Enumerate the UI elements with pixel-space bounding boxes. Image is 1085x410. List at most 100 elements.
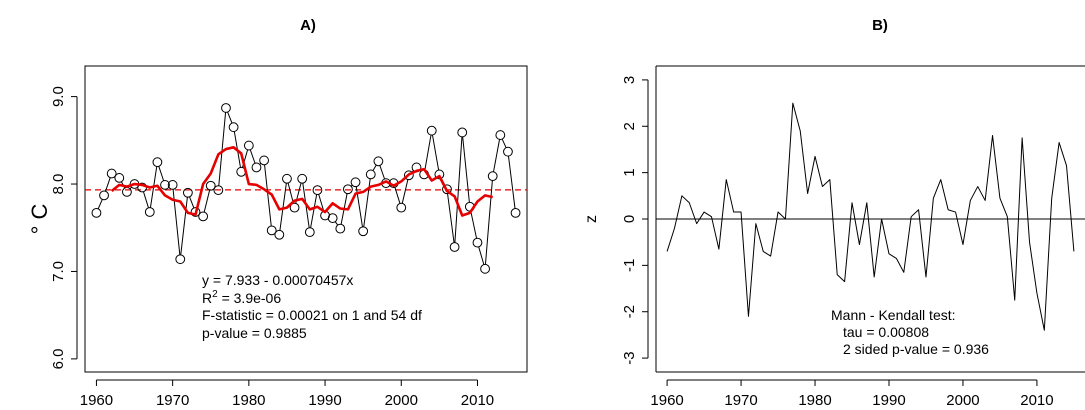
- observation-point: [457, 127, 468, 138]
- y-tick-label: 3: [621, 76, 638, 84]
- observation-connector: [203, 189, 211, 213]
- y-tick-label: 0: [621, 215, 638, 223]
- regression-p-value: p-value = 0.9885: [202, 325, 307, 341]
- observation-connector: [372, 164, 377, 171]
- panel-a-observations: [91, 103, 521, 274]
- observation-point: [327, 213, 338, 224]
- y-tick-label: 1: [621, 168, 638, 176]
- observation-point: [426, 125, 437, 136]
- r-squared-exponent: 2: [212, 289, 218, 300]
- observation-connector: [470, 210, 478, 239]
- x-tick-label: 1970: [724, 392, 757, 409]
- observation-point: [182, 187, 193, 198]
- x-tick-label: 2010: [1020, 392, 1053, 409]
- observation-point: [396, 202, 407, 213]
- y-tick-label: 7.0: [50, 261, 67, 282]
- observation-connector: [227, 111, 233, 124]
- observation-connector: [249, 149, 256, 164]
- observation-point: [510, 207, 521, 218]
- observation-connector: [462, 136, 470, 203]
- y-tick-label: 6.0: [50, 348, 67, 369]
- panel-a-axes: 1960 1970 1980 1990 2000 2010 6.0 7.0 8.0 9.0: [50, 86, 494, 409]
- x-tick-label: 2000: [385, 392, 418, 409]
- observation-point: [297, 173, 308, 184]
- observation-point: [106, 168, 117, 179]
- observation-point: [152, 157, 163, 168]
- panel-b-y-axis-label: z: [583, 215, 600, 223]
- f-statistic: F-statistic = 0.00021 on 1 and 54 df: [202, 307, 422, 323]
- y-tick-label: 2: [621, 122, 638, 130]
- observation-connector: [478, 246, 485, 265]
- observation-point: [99, 190, 109, 201]
- observation-connector: [264, 164, 272, 227]
- panel-a: A) ° C 1960 1970 1980 1990 2000 2010 6.0 7.0 8.0…: [27, 17, 528, 409]
- observation-point: [335, 223, 346, 234]
- x-tick-label: 1980: [798, 392, 831, 409]
- mann-kendall-tau: tau = 0.00808: [843, 324, 929, 340]
- observation-connector: [484, 180, 493, 265]
- panel-b-mann-kendall-annotation: Mann - Kendall test: tau = 0.00808 2 sid…: [831, 307, 989, 357]
- observation-connector: [279, 183, 287, 231]
- observation-connector: [432, 134, 440, 171]
- panel-a-title: A): [300, 17, 316, 34]
- observation-point: [304, 227, 315, 238]
- observation-point: [205, 180, 216, 191]
- x-tick-label: 1970: [156, 392, 189, 409]
- observation-connector: [189, 196, 195, 209]
- observation-point: [114, 173, 125, 183]
- observation-connector: [447, 193, 455, 243]
- observation-connector: [493, 139, 501, 172]
- r-squared-symbol: R: [202, 290, 212, 306]
- regression-equation: y = 7.933 - 0.00070457x: [202, 272, 353, 288]
- observation-point: [403, 170, 414, 181]
- y-tick-label: -3: [621, 351, 638, 364]
- observation-connector: [454, 136, 463, 243]
- observation-connector: [318, 194, 325, 212]
- r-squared: R2 = 3.9e-06: [202, 289, 281, 306]
- y-tick-label: -2: [621, 305, 638, 318]
- observation-point: [282, 173, 292, 184]
- observation-connector: [507, 155, 516, 209]
- observation-point: [144, 207, 155, 217]
- y-tick-label: 9.0: [50, 86, 67, 107]
- x-tick-label: 1990: [872, 392, 905, 409]
- observation-point: [449, 242, 460, 252]
- panel-a-moving-average-line: [110, 146, 494, 217]
- observation-connector: [401, 179, 409, 204]
- panel-b: B) z 1960 1970 1980 1990 2000 2010-3-2-10123 …: [583, 17, 1085, 409]
- observation-connector: [394, 187, 401, 204]
- observation-point: [122, 186, 132, 197]
- panel-b-mann-kendall-series-line: [666, 102, 1075, 331]
- observation-point: [221, 103, 231, 113]
- observation-connector: [334, 221, 339, 226]
- observation-point: [442, 184, 452, 195]
- observation-connector: [142, 191, 149, 208]
- observation-point: [243, 140, 254, 151]
- observation-point: [91, 207, 102, 218]
- observation-point: [274, 229, 285, 240]
- y-tick-label: -1: [621, 259, 638, 272]
- panel-a-plot-frame: [84, 65, 528, 373]
- observation-point: [289, 202, 300, 213]
- observation-point: [350, 177, 361, 188]
- x-tick-label: 1960: [650, 392, 683, 409]
- observation-point: [160, 180, 170, 190]
- x-tick-label: 2010: [461, 392, 494, 409]
- observation-point: [266, 225, 277, 236]
- panel-b-title: B): [872, 17, 888, 34]
- observation-connector: [424, 134, 432, 171]
- observation-connector: [287, 182, 294, 204]
- observation-connector: [379, 165, 386, 180]
- observation-point: [312, 185, 323, 196]
- observation-point: [365, 169, 376, 180]
- panel-b-axes: 1960 1970 1980 1990 2000 2010 -3 -2 -1 0 1 2 3: [621, 76, 1054, 409]
- observation-point: [503, 146, 513, 157]
- mann-kendall-p-value: 2 sided p-value = 0.936: [843, 341, 989, 357]
- x-tick-label: 1960: [80, 392, 113, 409]
- observation-connector: [310, 194, 318, 228]
- observation-connector: [501, 138, 507, 148]
- x-tick-label: 1980: [232, 392, 265, 409]
- observation-connector: [158, 166, 165, 181]
- observation-point: [175, 254, 186, 265]
